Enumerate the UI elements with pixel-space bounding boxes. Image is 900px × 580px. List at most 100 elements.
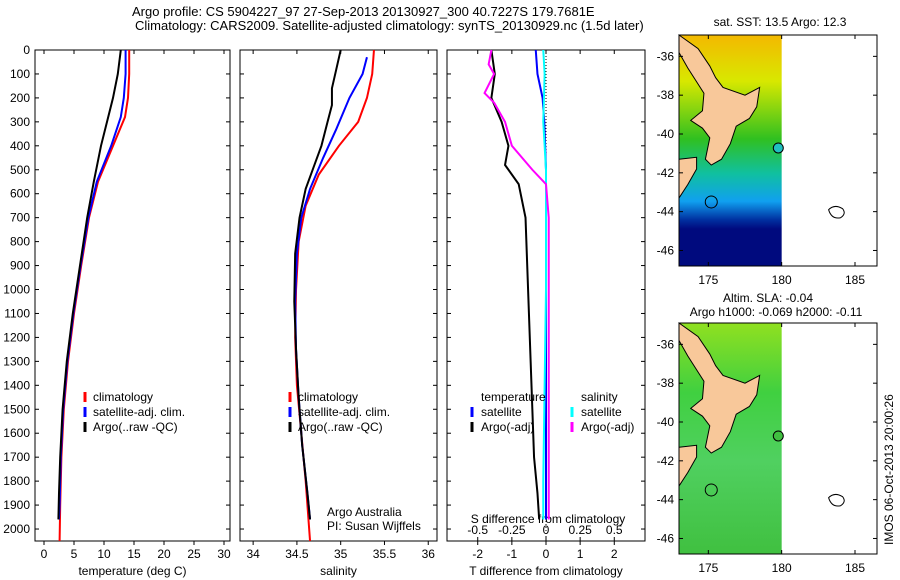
y-tick-label: 800 <box>10 235 30 249</box>
x-tick-label: -2 <box>472 547 483 561</box>
contour-circle <box>704 483 718 497</box>
legend-entry: Argo(-adj) <box>481 420 534 434</box>
x-tick-label: -1 <box>507 547 518 561</box>
lon-tick-label: 180 <box>772 273 792 287</box>
legend-entry: Argo(..raw -QC) <box>298 420 383 434</box>
y-tick-label: 1200 <box>3 330 30 344</box>
lon-tick-label: 175 <box>698 561 718 575</box>
argo-float-location-marker <box>772 142 784 154</box>
x2-tick-label: -0.25 <box>498 523 526 537</box>
x-axis-label: temperature (deg C) <box>78 564 186 578</box>
north-island-land <box>678 34 761 166</box>
series-argo-raw-qc- <box>57 49 122 520</box>
y-tick-label: 0 <box>23 43 30 57</box>
plot-frame-salinity <box>239 49 438 542</box>
x-tick-label: 1 <box>577 547 584 561</box>
y-tick-label: 300 <box>10 115 30 129</box>
x-tick-label: 20 <box>157 547 171 561</box>
lon-tick-label: 180 <box>772 561 792 575</box>
argo-float-location-marker <box>772 430 784 442</box>
series-satellite-adj-clim- <box>58 50 127 520</box>
x-tick-label: 30 <box>217 547 231 561</box>
lat-tick-label: -36 <box>657 337 675 351</box>
y-tick-label: 1500 <box>3 402 30 416</box>
plot-frame-temperature <box>34 49 231 542</box>
x-tick-label: 0 <box>543 547 550 561</box>
lat-tick-label: -44 <box>657 205 675 219</box>
lat-tick-label: -46 <box>657 531 675 545</box>
map-frame <box>678 322 878 555</box>
y-tick-label: 700 <box>10 211 30 225</box>
y-tick-label: 900 <box>10 259 30 273</box>
lat-tick-label: -36 <box>657 49 675 63</box>
series-s-argo-adj- <box>483 49 550 520</box>
lat-tick-label: -42 <box>657 166 675 180</box>
y-tick-label: 200 <box>10 91 30 105</box>
lat-tick-label: -42 <box>657 454 675 468</box>
imos-timestamp: IMOS 06-Oct-2013 20:00:26 <box>882 394 896 545</box>
x-tick-label: 0 <box>41 547 48 561</box>
lat-tick-label: -38 <box>657 88 675 102</box>
map-frame <box>678 34 878 267</box>
y-tick-label: 400 <box>10 139 30 153</box>
legend-entry: satellite <box>581 405 622 419</box>
y-tick-label: 600 <box>10 187 30 201</box>
y-tick-label: 500 <box>10 163 30 177</box>
title-line-1: Argo profile: CS 5904227_97 27-Sep-2013 … <box>132 4 595 19</box>
title-line-2: Climatology: CARS2009. Satellite-adjuste… <box>135 18 644 33</box>
x-tick-label: 36 <box>422 547 436 561</box>
contour-circle <box>704 195 718 209</box>
x-tick-label: 5 <box>71 547 78 561</box>
x-tick-label: 25 <box>187 547 201 561</box>
lon-tick-label: 185 <box>845 273 865 287</box>
legend-entry: satellite <box>481 405 522 419</box>
x-tick-label: 10 <box>97 547 111 561</box>
map-title-sst: sat. SST: 13.5 Argo: 12.3 <box>714 15 847 29</box>
y-tick-label: 1900 <box>3 498 30 512</box>
series-t-argo-adj- <box>490 49 541 520</box>
series-satellite-adj-clim- <box>294 56 368 520</box>
lon-tick-label: 175 <box>698 273 718 287</box>
series-s-satellite <box>542 49 547 520</box>
map-title-heights: Argo h1000: -0.069 h2000: -0.11 <box>690 305 863 319</box>
legend-entry: climatology <box>93 390 153 404</box>
legend-entry: climatology <box>298 390 358 404</box>
lat-tick-label: -40 <box>657 415 675 429</box>
lat-tick-label: -38 <box>657 376 675 390</box>
chatham-islands-outline <box>828 493 845 507</box>
x-axis-label: salinity <box>320 564 357 578</box>
lat-tick-label: -44 <box>657 493 675 507</box>
y-tick-label: 1000 <box>3 283 30 297</box>
x2-tick-label: -0.5 <box>467 523 488 537</box>
y-tick-label: 100 <box>10 67 30 81</box>
y-tick-label: 1300 <box>3 354 30 368</box>
chatham-islands-outline <box>828 205 845 219</box>
x-tick-label: 2 <box>611 547 618 561</box>
y-tick-label: 1400 <box>3 378 30 392</box>
lon-tick-label: 185 <box>845 561 865 575</box>
series-climatology <box>294 49 375 542</box>
legend-entry: Argo(..raw -QC) <box>93 420 178 434</box>
north-island-land <box>678 322 761 454</box>
legend-entry: satellite-adj. clim. <box>93 405 185 419</box>
y-tick-label: 1100 <box>4 306 30 320</box>
map-title-sla: Altim. SLA: -0.04 <box>723 291 813 305</box>
lat-tick-label: -46 <box>657 243 675 257</box>
x-tick-label: 34 <box>246 547 260 561</box>
annotation: Argo Australia <box>327 505 402 519</box>
legend-title: salinity <box>581 390 618 404</box>
y-tick-label: 1600 <box>3 426 30 440</box>
x-tick-label: 35.5 <box>373 547 397 561</box>
x2-tick-label: 0 <box>543 523 550 537</box>
y-tick-label: 2000 <box>3 522 30 536</box>
x2-tick-label: 0.25 <box>568 523 592 537</box>
x-tick-label: 15 <box>127 547 141 561</box>
y-tick-label: 1800 <box>3 474 30 488</box>
legend-entry: satellite-adj. clim. <box>298 405 390 419</box>
lat-tick-label: -40 <box>657 127 675 141</box>
series-argo-raw-qc- <box>293 49 342 520</box>
x-tick-label: 35 <box>334 547 348 561</box>
annotation: PI: Susan Wijffels <box>327 519 421 533</box>
